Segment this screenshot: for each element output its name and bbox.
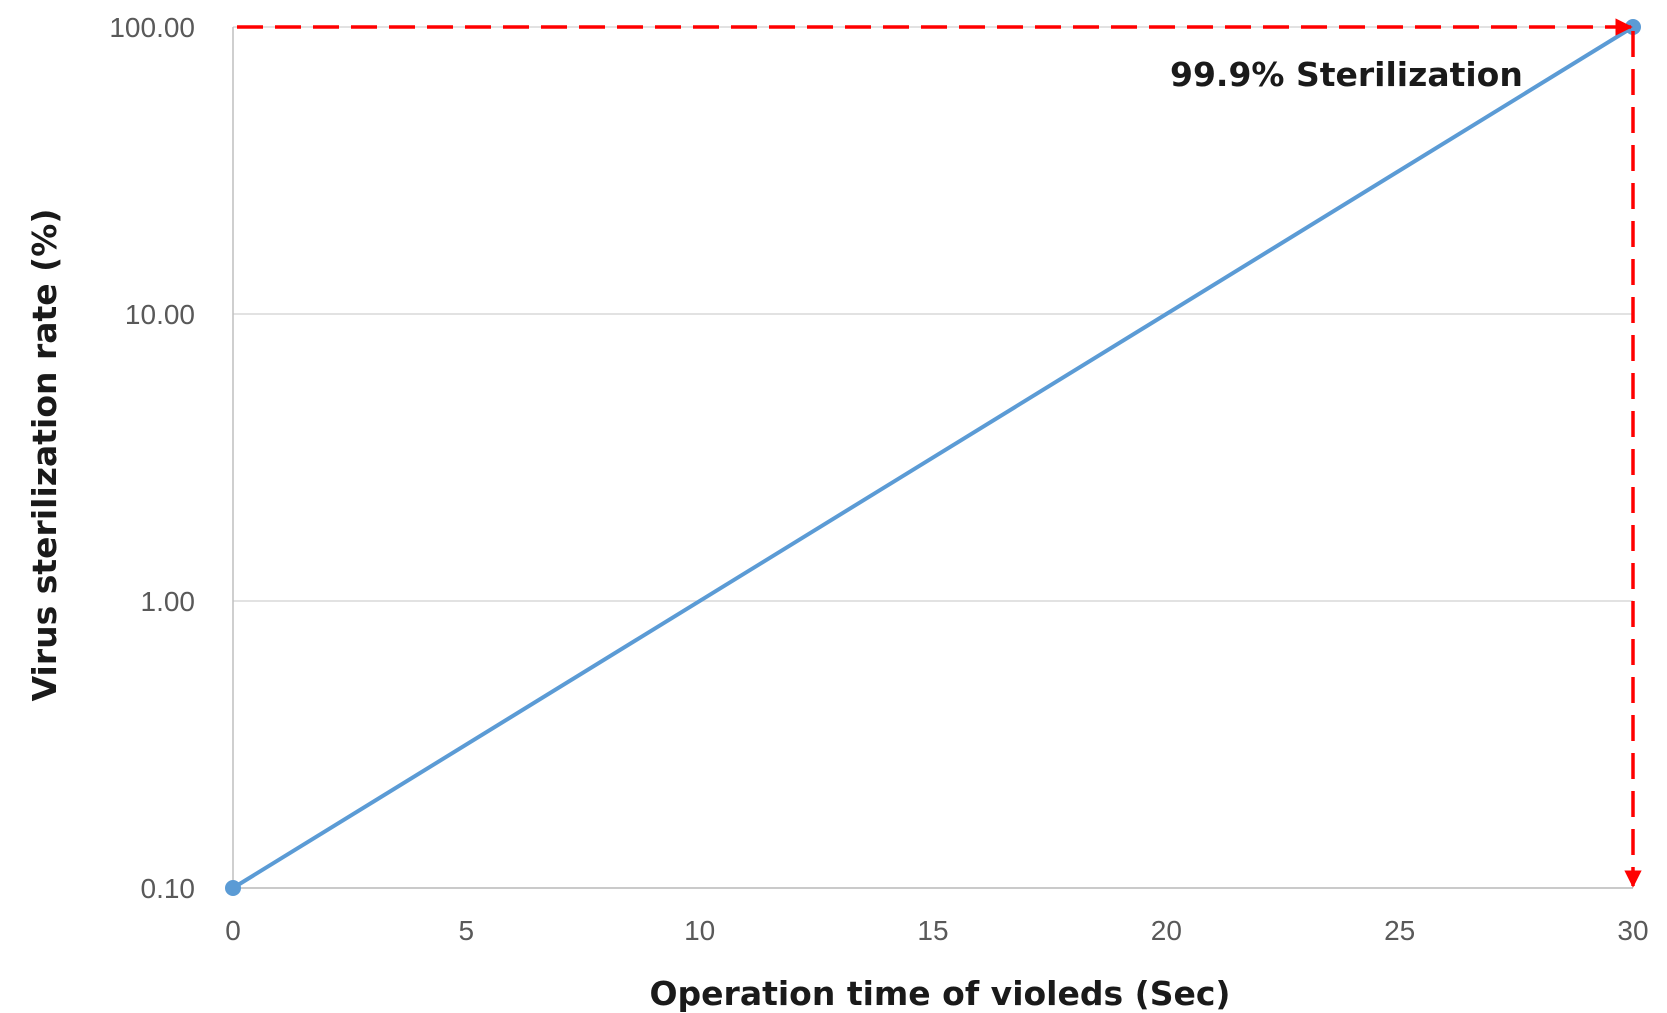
annotation-label: 99.9% Sterilization	[1170, 55, 1523, 94]
axis-layer: 0.10 1.00 10.00 100.00 0 5 10 15 20 25 30	[109, 12, 1648, 946]
y-tick-label: 1.00	[141, 586, 196, 617]
y-axis-title: Virus sterilization rate (%)	[25, 209, 64, 702]
x-axis-title: Operation time of violeds (Sec)	[649, 974, 1230, 1013]
series-line	[231, 25, 1635, 890]
data-point	[225, 880, 241, 896]
y-tick-label: 100.00	[109, 12, 195, 43]
x-tick-label: 30	[1617, 915, 1648, 946]
y-tick-label: 10.00	[125, 299, 195, 330]
x-tick-label: 5	[459, 915, 475, 946]
series-layer	[225, 19, 1641, 896]
x-tick-label: 15	[917, 915, 948, 946]
x-tick-label: 25	[1384, 915, 1415, 946]
x-tick-label: 0	[225, 915, 241, 946]
annotation-layer: 99.9% Sterilization	[237, 18, 1642, 888]
x-tick-label: 10	[684, 915, 715, 946]
x-tick-label: 20	[1151, 915, 1182, 946]
y-tick-label: 0.10	[141, 873, 196, 904]
